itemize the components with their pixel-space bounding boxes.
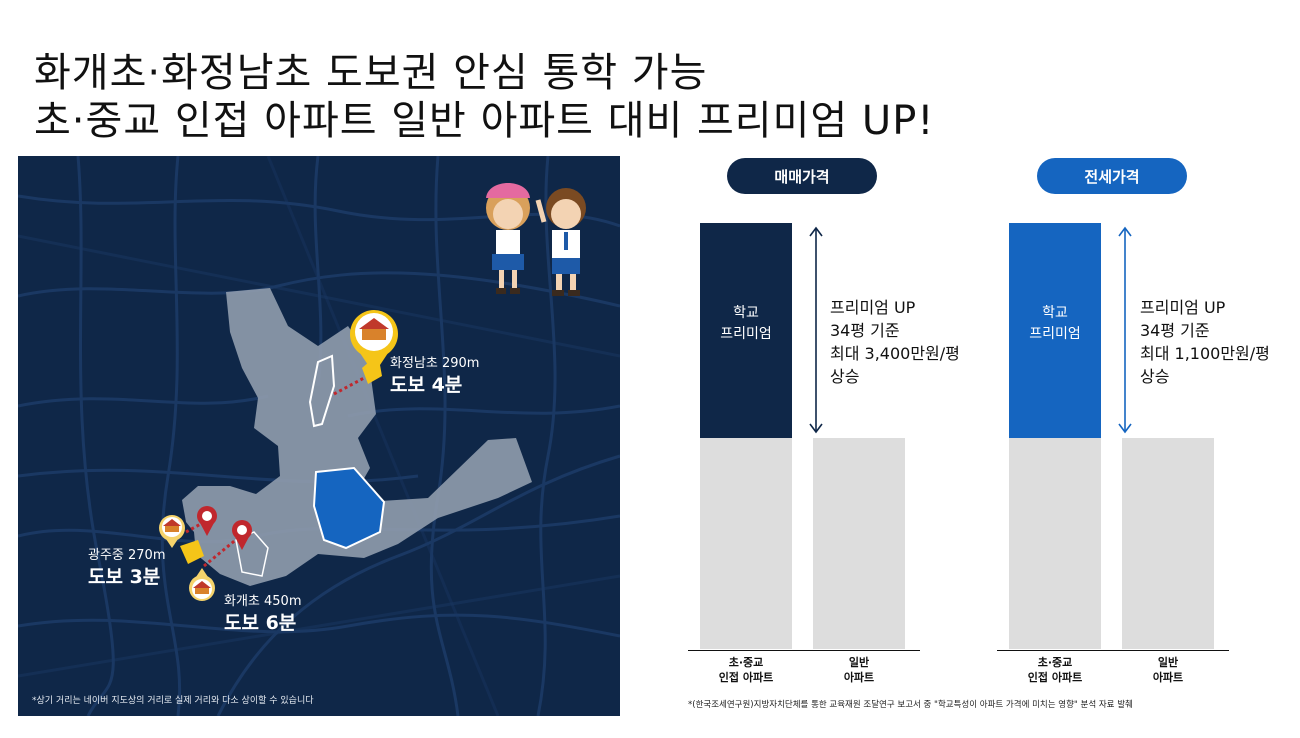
walk-time-hwajeongnam: 도보 4분: [390, 374, 463, 396]
jeonse-price-header: 전세가격: [1037, 158, 1187, 194]
sale-category-adjacent-line2: 인접 아파트: [718, 671, 774, 684]
sale-base-bar-general: [813, 438, 905, 649]
jeonse-premium-line1: 프리미엄 UP: [1140, 298, 1226, 317]
sale-category-adjacent-line1: 초·중교: [728, 656, 764, 669]
jeonse-premium-line4: 상승: [1140, 367, 1170, 386]
sale-base-bar-adjacent: [700, 438, 792, 649]
location-pin-2: [232, 520, 252, 550]
sale-price-header: 매매가격: [727, 158, 877, 194]
jeonse-base-bar-general: [1122, 438, 1214, 649]
sale-range-arrow: [809, 226, 823, 434]
jeonse-category-general-line2: 아파트: [1152, 671, 1184, 684]
jeonse-category-general-line1: 일반: [1157, 656, 1179, 669]
walk-time-gwangju: 도보 3분: [88, 566, 161, 588]
school-label-hwagae: 화개초 450m: [224, 594, 302, 609]
walk-time-hwagae: 도보 6분: [224, 612, 297, 634]
school-pin-hwajeongnam: [350, 310, 398, 374]
source-note: *(한국조세연구원)지방자치단체를 통한 교육재원 조달연구 보고서 중 "학교…: [688, 700, 1133, 710]
school-pin-gwangju: [159, 515, 185, 548]
jeonse-premium-bar: 학교 프리미엄: [1009, 223, 1101, 438]
jeonse-premium-bar-label-1: 학교: [1042, 305, 1068, 321]
jeonse-range-arrow: [1118, 226, 1132, 434]
road-network: [18, 156, 620, 716]
jeonse-premium-bar-label-2: 프리미엄: [1029, 326, 1081, 342]
sale-category-adjacent: 초·중교 인접 아파트: [700, 655, 792, 685]
jeonse-category-general: 일반 아파트: [1122, 655, 1214, 685]
sale-premium-line1: 프리미엄 UP: [830, 298, 916, 317]
sale-premium-line2: 34평 기준: [830, 321, 900, 340]
district-area: [182, 288, 532, 586]
headline-line2: 초·중교 인접 아파트 일반 아파트 대비 프리미엄 UP!: [34, 98, 935, 144]
sale-premium-bar: 학교 프리미엄: [700, 223, 792, 438]
sale-category-general-line1: 일반: [848, 656, 870, 669]
location-pin-1: [197, 506, 217, 536]
school-pin-hwagae: [189, 568, 215, 601]
park-area: [312, 466, 386, 550]
map-graphic: [18, 156, 620, 716]
headline-line1: 화개초·화정남초 도보권 안심 통학 가능: [34, 50, 708, 96]
jeonse-category-adjacent-line2: 인접 아파트: [1027, 671, 1083, 684]
jeonse-category-adjacent-line1: 초·중교: [1037, 656, 1073, 669]
sale-baseline: [688, 650, 920, 651]
sale-category-general: 일반 아파트: [813, 655, 905, 685]
jeonse-premium-line3: 최대 1,100만원/평: [1140, 344, 1270, 363]
school-map: 화정남초 290m 도보 4분 광주중 270m 도보 3분 화개초 450m …: [18, 156, 620, 716]
jeonse-base-bar-adjacent: [1009, 438, 1101, 649]
jeonse-baseline: [997, 650, 1229, 651]
map-disclaimer: *상기 거리는 네이버 지도상의 거리로 실제 거리와 다소 상이할 수 있습니…: [32, 696, 314, 706]
sale-category-general-line2: 아파트: [843, 671, 875, 684]
jeonse-category-adjacent: 초·중교 인접 아파트: [1009, 655, 1101, 685]
sale-premium-line3: 최대 3,400만원/평: [830, 344, 960, 363]
school-label-gwangju: 광주중 270m: [88, 548, 166, 563]
sale-premium-text: 프리미엄 UP 34평 기준 최대 3,400만원/평 상승: [830, 296, 960, 388]
jeonse-premium-text: 프리미엄 UP 34평 기준 최대 1,100만원/평 상승: [1140, 296, 1270, 388]
students-illustration: [486, 183, 586, 296]
school-label-hwajeongnam: 화정남초 290m: [390, 356, 480, 371]
school-plot: [308, 354, 336, 428]
sale-premium-bar-label-1: 학교: [733, 305, 759, 321]
sale-premium-bar-label-2: 프리미엄: [720, 326, 772, 342]
sale-premium-line4: 상승: [830, 367, 860, 386]
jeonse-premium-line2: 34평 기준: [1140, 321, 1210, 340]
